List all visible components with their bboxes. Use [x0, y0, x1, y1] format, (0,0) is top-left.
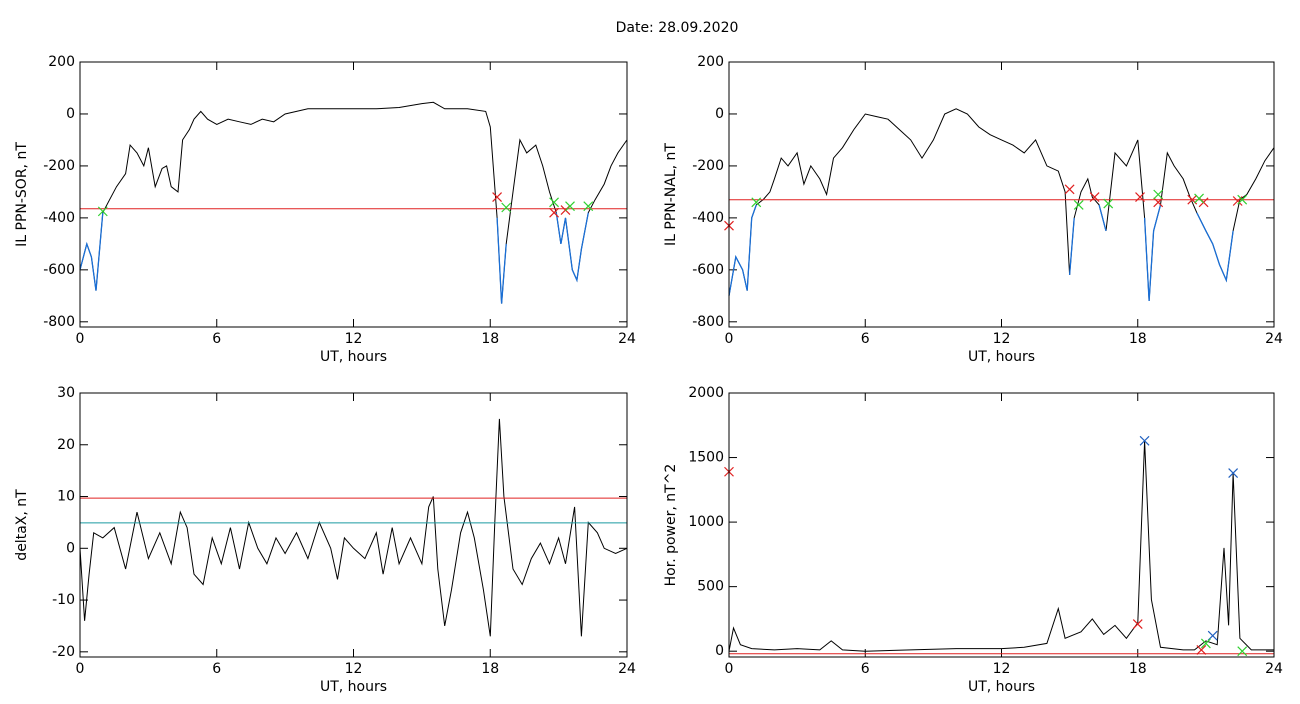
- data-line: [728, 108, 1275, 302]
- y-tick-label: 30: [57, 385, 75, 401]
- x-tick-label: 6: [861, 661, 870, 677]
- below-line: [79, 212, 104, 291]
- cross-marker: [549, 207, 559, 218]
- cross-marker: [1196, 644, 1207, 655]
- cross-marker: [1103, 198, 1114, 209]
- plot-frame: [728, 392, 1275, 658]
- x-tick-label: 0: [76, 661, 85, 677]
- x-tick-label: 24: [618, 331, 636, 347]
- figure-title: Date: 28.09.2020: [616, 20, 739, 36]
- cross-marker: [1153, 189, 1164, 200]
- y-tick-label: -10: [52, 592, 75, 608]
- cross-marker: [1207, 630, 1218, 641]
- plot-frame: [79, 61, 628, 328]
- y-tick-label: -400: [43, 210, 75, 226]
- cross-marker: [565, 201, 575, 212]
- y-tick-label: 0: [715, 106, 724, 122]
- y-tick-label: 1500: [688, 450, 724, 466]
- y-tick-label: -200: [692, 158, 724, 174]
- y-axis-label: IL PPN-SOR, nT: [14, 142, 30, 247]
- y-axis-label: Hor. power, nT^2: [663, 464, 679, 587]
- x-tick-label: 18: [1129, 661, 1147, 677]
- cross-marker: [1228, 468, 1239, 478]
- plot-frame: [79, 392, 628, 658]
- x-tick-label: 0: [725, 661, 734, 677]
- below-line: [1098, 204, 1107, 232]
- data-line: [728, 440, 1274, 652]
- x-tick-label: 18: [481, 331, 499, 347]
- cross-marker: [751, 197, 762, 208]
- y-tick-label: -600: [692, 262, 724, 278]
- cross-marker: [1237, 194, 1248, 205]
- y-tick-label: 2000: [688, 385, 724, 401]
- cross-marker: [1200, 638, 1211, 649]
- y-axis-label: deltaX, nT: [14, 489, 30, 561]
- x-axis-label: UT, hours: [968, 349, 1035, 365]
- x-tick-label: 6: [861, 331, 870, 347]
- y-tick-label: 10: [57, 489, 75, 505]
- below-line: [1143, 204, 1162, 302]
- x-tick-label: 6: [212, 331, 221, 347]
- below-line: [728, 204, 757, 296]
- x-tick-label: 12: [345, 661, 363, 677]
- cross-marker: [1194, 193, 1204, 204]
- cross-marker: [1064, 184, 1075, 195]
- y-tick-label: -200: [43, 158, 75, 174]
- y-tick-label: -20: [52, 644, 75, 660]
- y-tick-label: -400: [692, 210, 724, 226]
- x-axis-label: UT, hours: [320, 679, 387, 695]
- below-line: [1196, 212, 1234, 283]
- cross-marker: [583, 201, 594, 212]
- data-line: [79, 418, 628, 637]
- x-tick-label: 12: [345, 331, 363, 347]
- y-tick-label: 200: [697, 54, 724, 70]
- x-tick-label: 6: [212, 661, 221, 677]
- cross-marker: [1132, 619, 1143, 630]
- x-tick-label: 0: [725, 331, 734, 347]
- cross-marker: [501, 202, 512, 213]
- x-tick-label: 18: [481, 661, 499, 677]
- y-tick-label: 0: [715, 643, 724, 659]
- cross-marker: [492, 192, 503, 203]
- x-tick-label: 24: [618, 661, 636, 677]
- y-tick-label: 500: [697, 579, 724, 595]
- x-tick-label: 18: [1129, 331, 1147, 347]
- y-tick-label: -800: [692, 314, 724, 330]
- x-tick-label: 12: [993, 661, 1011, 677]
- y-tick-label: 0: [66, 540, 75, 556]
- cross-marker: [1135, 192, 1145, 203]
- x-axis-label: UT, hours: [320, 349, 387, 365]
- below-line: [1068, 217, 1075, 276]
- cross-marker: [1139, 435, 1150, 446]
- x-tick-label: 0: [76, 331, 85, 347]
- x-tick-label: 12: [993, 331, 1011, 347]
- y-tick-label: 1000: [688, 514, 724, 530]
- below-line: [496, 217, 507, 304]
- cross-marker: [97, 206, 108, 217]
- y-tick-label: 20: [57, 437, 75, 453]
- y-axis-label: IL PPN-NAL, nT: [663, 143, 679, 246]
- y-tick-label: 200: [48, 54, 75, 70]
- x-tick-label: 24: [1265, 331, 1283, 347]
- y-tick-label: -600: [43, 262, 75, 278]
- y-tick-label: 0: [66, 106, 75, 122]
- below-line: [555, 212, 589, 283]
- cross-marker: [549, 197, 559, 208]
- cross-marker: [1237, 646, 1248, 657]
- cross-marker: [1153, 197, 1164, 208]
- x-axis-label: UT, hours: [968, 679, 1035, 695]
- cross-marker: [1089, 192, 1100, 203]
- cross-marker: [1073, 199, 1084, 210]
- x-tick-label: 24: [1265, 661, 1283, 677]
- y-tick-label: -800: [43, 314, 75, 330]
- plot-frame: [728, 61, 1275, 328]
